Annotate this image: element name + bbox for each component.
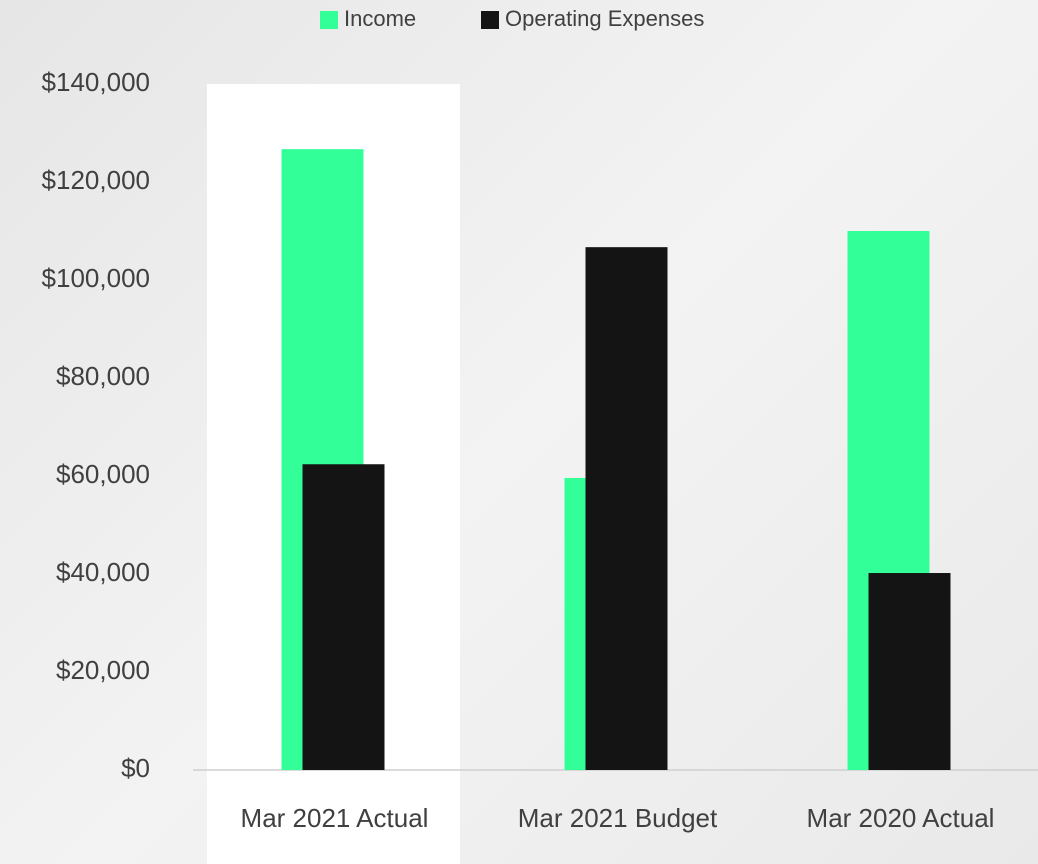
y-tick-label: $140,000 [42,67,150,97]
y-tick-label: $0 [121,753,150,783]
bar [868,573,951,770]
y-tick-label: $120,000 [42,165,150,195]
y-tick-label: $100,000 [42,263,150,293]
bar [302,464,385,770]
y-tick-label: $80,000 [56,361,150,391]
y-tick-label: $20,000 [56,655,150,685]
x-tick-label: Mar 2021 Budget [518,803,718,833]
x-tick-label: Mar 2021 Actual [241,803,429,833]
legend-label: Operating Expenses [505,6,704,31]
legend-swatch [320,11,338,29]
legend-label: Income [344,6,416,31]
bar [585,247,668,771]
x-tick-label: Mar 2020 Actual [807,803,995,833]
y-tick-label: $60,000 [56,459,150,489]
y-tick-label: $40,000 [56,557,150,587]
legend-swatch [481,11,499,29]
